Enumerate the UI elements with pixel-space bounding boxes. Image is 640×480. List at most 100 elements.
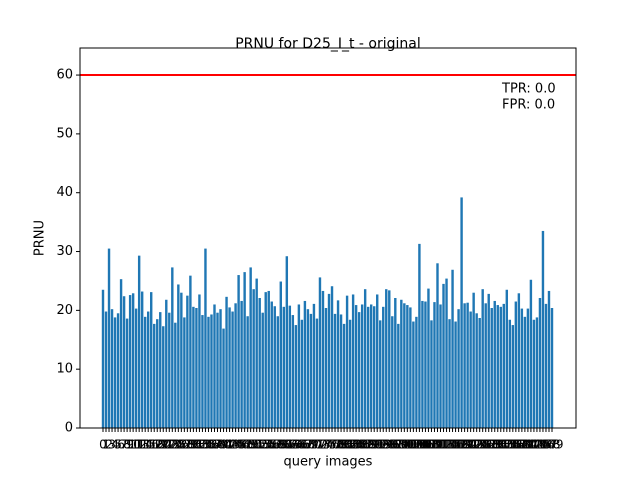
bar: [113, 317, 117, 428]
bar: [345, 295, 349, 428]
x-tick-label: 92: [373, 438, 388, 452]
bar: [101, 289, 105, 428]
bar: [351, 294, 355, 428]
x-tick-label: 111: [426, 438, 449, 452]
x-tick-label: 42: [222, 438, 237, 452]
x-tick-label: 69: [303, 438, 318, 452]
x-tick-label: 16: [144, 438, 159, 452]
x-tick-label: 18: [150, 438, 165, 452]
bar: [541, 230, 545, 428]
bar: [544, 303, 548, 428]
bar: [415, 316, 418, 428]
bar: [122, 296, 126, 428]
bar: [110, 309, 114, 428]
x-tick-label: 86: [355, 438, 370, 452]
bar: [427, 288, 430, 428]
x-tick-label: 64: [288, 438, 303, 452]
x-tick-label: 81: [339, 438, 354, 452]
bar: [186, 295, 189, 428]
bar: [231, 311, 234, 428]
bar: [285, 256, 289, 428]
bar: [267, 290, 270, 428]
bar: [442, 283, 445, 428]
x-tick-label: 31: [189, 438, 204, 452]
x-tick-label: 89: [364, 438, 379, 452]
x-tick-label: 137: [504, 438, 527, 452]
bar: [357, 312, 361, 428]
x-tick-label: 135: [498, 438, 521, 452]
x-tick-label: 78: [330, 438, 345, 452]
x-tick-label: 74: [318, 438, 333, 452]
x-tick-label: 21: [159, 438, 174, 452]
x-tick-label: 99: [394, 438, 409, 452]
x-tick-label: 24: [168, 438, 183, 452]
bar: [526, 308, 530, 428]
bar: [150, 292, 153, 428]
x-tick-label: 115: [438, 438, 461, 452]
x-tick-label: 2: [105, 438, 113, 452]
x-tick-label: 60: [276, 438, 291, 452]
x-tick-label: 120: [453, 438, 476, 452]
bar: [210, 314, 213, 428]
bar: [324, 308, 328, 428]
bar: [201, 315, 204, 428]
bar: [192, 306, 195, 428]
x-tick-label: 109: [420, 438, 443, 452]
x-tick-label: 17: [147, 438, 162, 452]
x-tick-label: 27: [177, 438, 192, 452]
x-tick-label: 57: [267, 438, 282, 452]
bar: [481, 289, 484, 428]
x-tick-label: 0: [99, 438, 107, 452]
bar: [421, 300, 424, 428]
x-tick-label: 7: [120, 438, 128, 452]
x-tick-label: 139: [510, 438, 533, 452]
bar: [213, 304, 216, 428]
bar: [409, 307, 412, 428]
bar: [300, 319, 304, 428]
bar: [180, 292, 183, 428]
x-tick-label: 28: [180, 438, 195, 452]
x-tick-label: 44: [228, 438, 243, 452]
x-tick-label: 118: [447, 438, 470, 452]
x-tick-label: 68: [300, 438, 315, 452]
x-tick-label: 119: [450, 438, 473, 452]
bar: [382, 306, 385, 428]
x-tick-label: 4: [111, 438, 119, 452]
bar: [517, 293, 521, 428]
bar: [128, 295, 132, 428]
bar: [535, 317, 539, 428]
y-tick-label: 10: [56, 362, 73, 377]
x-tick-label: 80: [336, 438, 351, 452]
bar: [373, 306, 376, 428]
bar: [475, 313, 478, 428]
bar: [547, 290, 551, 428]
bar: [159, 312, 162, 428]
bar: [318, 277, 322, 428]
x-tick-label: 23: [165, 438, 180, 452]
x-tick-label: 46: [234, 438, 249, 452]
bar: [394, 298, 397, 428]
bar: [532, 319, 536, 428]
x-tick-label: 26: [174, 438, 189, 452]
x-tick-label: 144: [525, 438, 548, 452]
bar: [219, 309, 222, 428]
x-tick-label: 58: [270, 438, 285, 452]
bar: [131, 293, 135, 428]
bar: [360, 304, 364, 428]
x-tick-label: 112: [429, 438, 452, 452]
x-tick-label: 73: [315, 438, 330, 452]
bar: [439, 304, 442, 428]
y-tick-label: 30: [56, 244, 73, 259]
x-tick-label: 133: [492, 438, 515, 452]
x-tick-label: 25: [171, 438, 186, 452]
bar: [279, 281, 282, 428]
x-tick-label: 63: [285, 438, 300, 452]
x-tick-label: 124: [465, 438, 488, 452]
bar: [327, 293, 331, 428]
x-tick-label: 5: [114, 438, 122, 452]
x-tick-label: 55: [261, 438, 276, 452]
bar: [523, 316, 527, 428]
bar: [339, 314, 343, 428]
x-tick-label: 141: [516, 438, 539, 452]
bar: [261, 312, 264, 428]
